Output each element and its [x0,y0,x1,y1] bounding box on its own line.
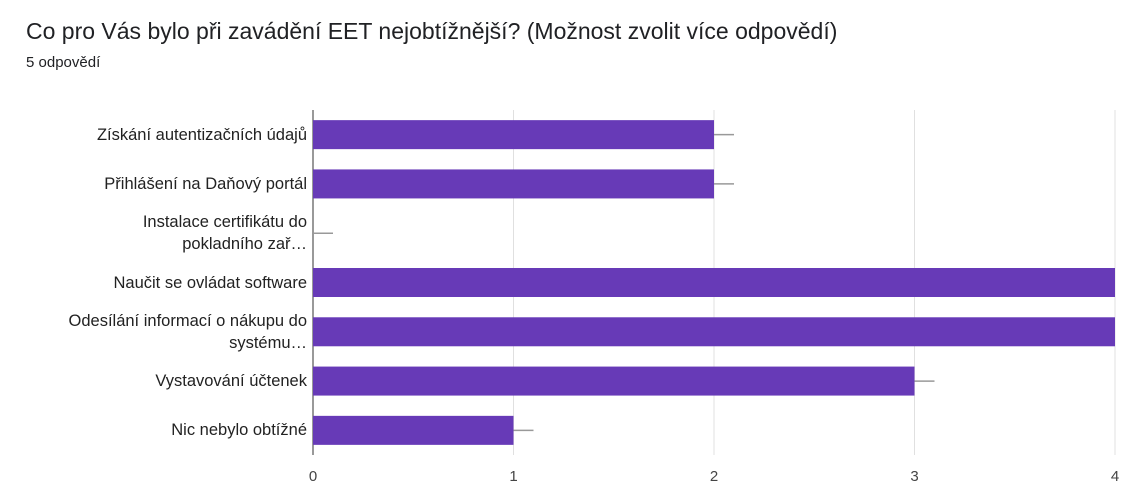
x-tick-label: 3 [910,468,918,483]
bar [313,268,1115,297]
y-tick-label: Odesílání informací o nákupu do systému… [68,311,307,352]
y-tick-label: Přihlášení na Daňový portál [104,174,307,193]
bar [313,317,1115,347]
bar [313,169,714,199]
y-tick-label: Vystavování účtenek [155,372,307,391]
y-tick-label: Získání autentizačních údajů [96,125,307,144]
bar [313,120,714,150]
y-tick-label: Nic nebylo obtížné [171,421,307,440]
chart-subtitle: 5 odpovědí [26,54,101,71]
x-tick-label: 0 [309,468,317,483]
bar [313,415,514,445]
x-tick-label: 4 [1111,468,1119,483]
bar [313,366,915,396]
y-tick-label: Naučit se ovládat software [113,273,307,292]
y-tick-label: Instalace certifikátu do pokladního zař… [142,213,307,254]
x-tick-label: 2 [710,468,718,483]
x-tick-label: 1 [509,468,517,483]
chart-title: Co pro Vás bylo při zavádění EET nejobtí… [26,18,838,44]
